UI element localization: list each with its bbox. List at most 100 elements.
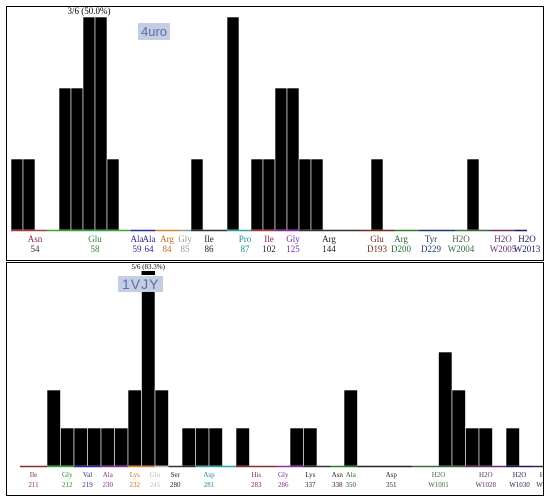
residue-number-0-14: W2004 [448, 244, 475, 254]
bar-0-4 [82, 16, 96, 231]
residue-number-0-11: D193 [367, 244, 387, 254]
category-label-1-8: His [251, 471, 261, 479]
category-label-1-14: H2O [432, 471, 446, 479]
bar-1-11 [208, 427, 223, 467]
category-label-1-5: Glu [150, 471, 161, 479]
peak-label-0: 3/6 (50.0%) [68, 7, 111, 16]
bar-1-12 [235, 427, 250, 467]
residue-number-1-9: 286 [278, 481, 289, 489]
residue-number-1-8: 283 [251, 481, 262, 489]
residue-number-0-1: 58 [91, 244, 101, 254]
bar-0-15 [370, 158, 384, 231]
category-label-0-11: Glu [370, 234, 384, 244]
category-label-1-2: Val [83, 471, 92, 479]
peak-marker-1 [141, 271, 155, 275]
bar-1-0 [46, 389, 61, 467]
residue-number-1-14: W1001 [428, 481, 449, 489]
bar-1-18 [465, 427, 480, 467]
bar-1-2 [73, 427, 88, 467]
category-label-0-12: Arg [394, 234, 408, 244]
category-label-0-10: Arg [322, 234, 336, 244]
bar-0-0 [10, 158, 24, 231]
bar-0-6 [106, 158, 120, 231]
bar-0-7 [190, 158, 204, 231]
bar-1-5 [114, 427, 129, 467]
category-label-1-15: H2O [479, 471, 493, 479]
bar-1-15 [343, 389, 358, 467]
bar-chart-1vjy: Ile 211 Gly 212 Val 219 Ala 230 Lys 232 Glu 245 Ser 2… [20, 263, 543, 489]
residue-number-1-17: W1050 [536, 481, 543, 489]
residue-number-0-10: 144 [322, 244, 336, 254]
category-label-0-14: H2O [452, 234, 470, 244]
residue-number-1-10: 337 [305, 481, 316, 489]
bar-1-17 [451, 389, 466, 467]
category-label-0-15: H2O [494, 234, 512, 244]
chart-panel-4uro: Asn 54 Glu 58 Ala 59 Ala 64 Arg 84 Gly 85 Ile 86 Pro 87… [6, 6, 544, 261]
residue-number-1-0: 211 [28, 481, 39, 489]
bar-0-3 [70, 87, 84, 231]
category-label-0-0: Asn [28, 234, 43, 244]
bar-chart-4uro: Asn54Glu58Ala59Ala64Arg84Gly85Ile86Pro87… [10, 7, 541, 254]
chart-panel-1vjy: Ile 211 Gly 212 Val 219 Ala 230 Lys 232 Glu 245 Ser 2… [6, 262, 544, 496]
category-label-0-4: Arg [160, 234, 174, 244]
bar-1-1 [60, 427, 75, 467]
bar-1-10 [195, 427, 210, 467]
bar-1-9 [181, 427, 196, 467]
bar-0-9 [250, 158, 264, 231]
residue-number-1-15: W1028 [475, 481, 496, 489]
residue-number-1-12: 350 [346, 481, 357, 489]
residue-number-0-16: W2013 [514, 244, 541, 254]
residue-number-0-12: D200 [391, 244, 411, 254]
bar-0-13 [298, 158, 312, 231]
residue-number-1-2: 219 [82, 481, 93, 489]
residue-number-1-13: 351 [386, 481, 397, 489]
bar-0-14 [310, 158, 324, 231]
category-label-1-0: Ile [30, 471, 37, 479]
residue-number-1-7: 281 [204, 481, 215, 489]
category-label-1-10: Lys [305, 471, 315, 479]
residue-number-0-3: 64 [145, 244, 155, 254]
category-label-0-6: Ile [204, 234, 214, 244]
peak-label-1: 5/6 (83.3%) [132, 263, 166, 271]
category-label-1-9: Gly [278, 471, 289, 479]
bar-1-19 [478, 427, 493, 467]
bar-0-5 [94, 16, 108, 231]
category-label-0-8: Ile [264, 234, 274, 244]
category-label-0-7: Pro [239, 234, 252, 244]
bar-0-8 [226, 16, 240, 231]
residue-number-0-0: 54 [31, 244, 41, 254]
bar-0-2 [58, 87, 72, 231]
residue-number-1-16: W1030 [509, 481, 530, 489]
residue-number-1-4: 232 [130, 481, 141, 489]
bar-1-20 [505, 427, 520, 467]
residue-number-1-11: 338 [332, 481, 343, 489]
category-label-1-1: Gly [62, 471, 73, 479]
residue-number-0-2: 59 [133, 244, 143, 254]
residue-number-0-7: 87 [241, 244, 251, 254]
bar-1-7 [141, 275, 156, 467]
residue-number-0-13: D229 [421, 244, 441, 254]
bar-0-12 [286, 87, 300, 231]
category-label-1-4: Lys [130, 471, 140, 479]
bar-1-16 [438, 351, 453, 467]
category-label-1-6: Ser [171, 471, 181, 479]
residue-number-0-5: 85 [181, 244, 191, 254]
category-label-0-16: H2O [518, 234, 536, 244]
structure-label-4uro: 4uro [138, 23, 171, 40]
bar-1-4 [100, 427, 115, 467]
category-label-0-1: Glu [88, 234, 102, 244]
residue-number-0-9: 125 [286, 244, 300, 254]
residue-number-1-6: 280 [170, 481, 181, 489]
category-label-0-13: Tyr [425, 234, 437, 244]
residue-number-0-4: 84 [163, 244, 173, 254]
category-label-0-9: Gly [286, 234, 300, 244]
category-label-0-5: Gly [178, 234, 192, 244]
bar-1-8 [154, 389, 169, 467]
structure-label-1vjy: 1VJY [118, 276, 164, 292]
bar-1-13 [289, 427, 304, 467]
category-label-1-12: Ala [346, 471, 357, 479]
category-label-1-3: Ala [103, 471, 114, 479]
residue-number-1-5: 245 [150, 481, 161, 489]
bar-0-1 [22, 158, 36, 231]
residue-number-0-15: W2005 [490, 244, 517, 254]
